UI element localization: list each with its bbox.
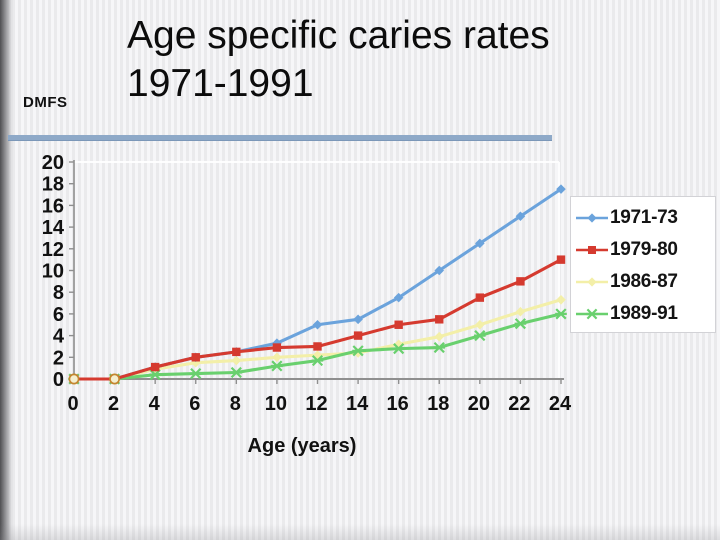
svg-text:Age (years): Age (years)	[248, 435, 357, 457]
svg-text:10: 10	[42, 261, 64, 283]
legend-item-1986-87: 1986-87	[571, 266, 715, 298]
svg-text:12: 12	[305, 393, 327, 415]
svg-text:14: 14	[346, 393, 369, 415]
svg-text:16: 16	[42, 195, 64, 217]
svg-text:8: 8	[53, 282, 64, 304]
legend-marker-1979-80	[574, 242, 610, 258]
svg-text:14: 14	[42, 217, 65, 239]
svg-text:24: 24	[549, 393, 572, 415]
svg-text:6: 6	[53, 304, 64, 326]
svg-text:4: 4	[149, 393, 161, 415]
svg-text:16: 16	[387, 393, 409, 415]
slide-left-edge-bar	[0, 0, 13, 540]
chart-legend: 1971-73 1979-80 1986-87 1989-91	[570, 196, 716, 333]
y-axis-unit-label: DMFS	[23, 94, 68, 111]
legend-item-1971-73: 1971-73	[571, 202, 715, 234]
legend-marker-1986-87	[574, 274, 610, 290]
svg-text:22: 22	[508, 393, 530, 415]
legend-label-1979-80: 1979-80	[610, 239, 678, 260]
legend-marker-1971-73	[574, 210, 610, 226]
caries-line-chart: 0 2 4 6 8 10 12 14 16 18 20 0 2 4 6 8 10 12 14 16 18 20 22 24 Ag…	[30, 148, 590, 468]
svg-text:6: 6	[189, 393, 200, 415]
title-line-1: Age specific caries rates	[127, 14, 550, 57]
svg-text:10: 10	[265, 393, 287, 415]
legend-label-1971-73: 1971-73	[610, 207, 678, 228]
title-line-2: 1971-1991	[127, 62, 314, 105]
legend-marker-1989-91	[574, 306, 610, 322]
slide-title: Age specific caries rates 1971-1991	[127, 12, 707, 108]
svg-text:12: 12	[42, 239, 64, 261]
svg-text:2: 2	[53, 347, 64, 369]
legend-item-1989-91: 1989-91	[571, 298, 715, 330]
slide-bottom-shade	[0, 524, 720, 540]
svg-text:18: 18	[42, 174, 64, 196]
svg-text:4: 4	[53, 326, 65, 348]
svg-text:0: 0	[67, 393, 78, 415]
svg-text:18: 18	[427, 393, 449, 415]
svg-text:2: 2	[108, 393, 119, 415]
legend-label-1989-91: 1989-91	[610, 303, 678, 324]
svg-text:20: 20	[42, 152, 64, 174]
legend-label-1986-87: 1986-87	[610, 271, 678, 292]
legend-item-1979-80: 1979-80	[571, 234, 715, 266]
svg-text:0: 0	[53, 369, 64, 391]
title-divider-bar	[8, 135, 552, 141]
svg-text:20: 20	[468, 393, 490, 415]
svg-text:8: 8	[230, 393, 241, 415]
